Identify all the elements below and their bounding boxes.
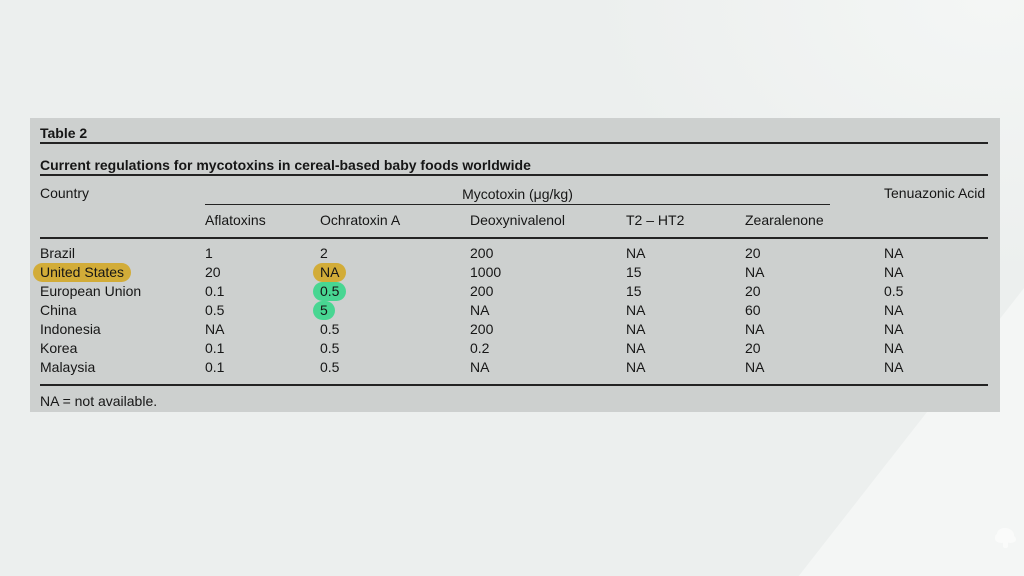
zearalenone-cell: 20	[745, 340, 761, 356]
country-cell: European Union	[40, 283, 142, 299]
table-row-indonesia: Indonesia NA 0.5 200 NA NA NA	[40, 320, 988, 339]
deoxynivalenol-cell: NA	[470, 302, 490, 318]
zearalenone-cell: NA	[745, 359, 765, 375]
tenuazonic-cell: NA	[884, 321, 904, 337]
table-row-china: China 0.5 5 NA NA 60 NA	[40, 301, 988, 320]
tenuazonic-cell: NA	[884, 264, 904, 280]
table-row-brazil: Brazil 1 2 200 NA 20 NA	[40, 238, 988, 263]
aflatoxins-cell: 0.1	[205, 359, 225, 375]
column-group-header-mycotoxin: Mycotoxin (μg/kg)	[205, 176, 884, 206]
aflatoxins-cell: 0.5	[205, 302, 225, 318]
table-panel: Table 2 Current regulations for mycotoxi…	[30, 118, 1000, 412]
deoxynivalenol-cell: 200	[470, 245, 494, 261]
table-row-united-states: United States 20 NA 1000 15 NA NA	[33, 263, 988, 282]
column-header-country: Country	[40, 185, 90, 201]
column-header-t2-ht2: T2 – HT2	[626, 212, 685, 228]
column-header-zearalenone: Zearalenone	[745, 212, 824, 228]
column-header-aflatoxins: Aflatoxins	[205, 212, 266, 228]
highlight-yellow: NA	[313, 263, 347, 282]
t2-ht2-cell: NA	[626, 302, 646, 318]
t2-ht2-cell: 15	[626, 264, 642, 280]
regulations-table: Country Mycotoxin (μg/kg) Tenuazonic Aci…	[33, 176, 988, 386]
t2-ht2-cell: NA	[626, 340, 646, 356]
table-label: Table 2	[40, 118, 988, 144]
column-group-header-mycotoxin-label: Mycotoxin (μg/kg)	[205, 185, 830, 205]
column-header-tenuazonic-acid: Tenuazonic Acid	[884, 185, 986, 201]
deoxynivalenol-cell: 0.2	[470, 340, 490, 356]
zearalenone-cell: 20	[745, 245, 761, 261]
country-cell: Brazil	[40, 245, 76, 261]
decorative-blob	[997, 528, 1014, 548]
ochratoxin-cell: 2	[320, 245, 328, 261]
highlight-yellow: United States	[33, 263, 132, 282]
highlight-green: 0.5	[313, 282, 347, 301]
zearalenone-cell: NA	[745, 321, 765, 337]
zearalenone-cell: NA	[745, 264, 765, 280]
table-row-malaysia: Malaysia 0.1 0.5 NA NA NA NA	[40, 358, 988, 385]
header-row-sub: Aflatoxins Ochratoxin A Deoxynivalenol T…	[40, 206, 988, 238]
table-footnote: NA = not available.	[40, 393, 158, 409]
zearalenone-cell: 20	[745, 283, 761, 299]
ochratoxin-cell: 0.5	[320, 321, 340, 337]
column-header-ochratoxin-a: Ochratoxin A	[320, 212, 401, 228]
t2-ht2-cell: 15	[626, 283, 642, 299]
zearalenone-cell: 60	[745, 302, 761, 318]
aflatoxins-cell: 0.1	[205, 340, 225, 356]
country-cell: China	[40, 302, 77, 318]
aflatoxins-cell: NA	[205, 321, 225, 337]
deoxynivalenol-cell: 200	[470, 321, 494, 337]
t2-ht2-cell: NA	[626, 245, 646, 261]
tenuazonic-cell: NA	[884, 340, 904, 356]
country-cell: Indonesia	[40, 321, 101, 337]
tenuazonic-cell: NA	[884, 359, 904, 375]
aflatoxins-cell: 0.1	[205, 283, 225, 299]
aflatoxins-cell: 1	[205, 245, 213, 261]
table-title: Current regulations for mycotoxins in ce…	[40, 144, 988, 176]
country-cell: Malaysia	[40, 359, 96, 375]
ochratoxin-cell: NA	[313, 263, 470, 282]
deoxynivalenol-cell: 200	[470, 283, 494, 299]
t2-ht2-cell: NA	[626, 359, 646, 375]
country-cell: Korea	[40, 340, 78, 356]
highlight-green: 5	[313, 301, 335, 320]
ochratoxin-cell: 0.5	[320, 340, 340, 356]
t2-ht2-cell: NA	[626, 321, 646, 337]
country-cell: United States	[33, 263, 205, 282]
tenuazonic-cell: NA	[884, 245, 904, 261]
table-row-korea: Korea 0.1 0.5 0.2 NA 20 NA	[40, 339, 988, 358]
table-header: Country Mycotoxin (μg/kg) Tenuazonic Aci…	[40, 176, 988, 238]
ochratoxin-cell: 0.5	[313, 282, 470, 301]
aflatoxins-cell: 20	[205, 264, 221, 280]
table-row-european-union: European Union 0.1 0.5 200 15 20 0.5	[40, 282, 988, 301]
deoxynivalenol-cell: 1000	[470, 264, 502, 280]
ochratoxin-cell: 0.5	[320, 359, 340, 375]
tenuazonic-cell: NA	[884, 302, 904, 318]
ochratoxin-cell: 5	[313, 301, 470, 320]
column-header-deoxynivalenol: Deoxynivalenol	[470, 212, 565, 228]
table-body: Brazil 1 2 200 NA 20 NA United States 20…	[33, 238, 988, 385]
tenuazonic-cell: 0.5	[884, 283, 904, 299]
header-row-top: Country Mycotoxin (μg/kg) Tenuazonic Aci…	[40, 176, 988, 206]
deoxynivalenol-cell: NA	[470, 359, 490, 375]
